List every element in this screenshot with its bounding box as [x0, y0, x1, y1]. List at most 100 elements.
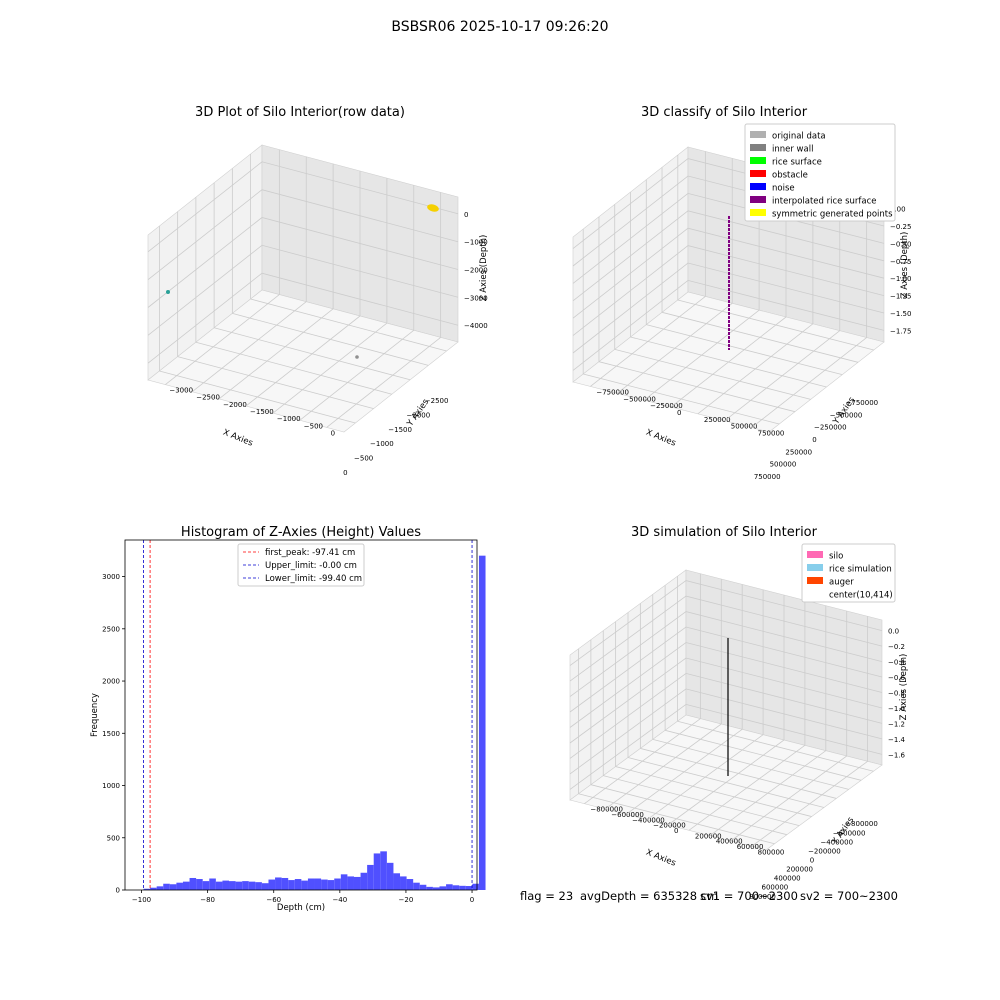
- hist-bar-45: [439, 886, 447, 890]
- hist-bar-33: [360, 872, 368, 890]
- hist-bar-6: [182, 881, 190, 890]
- y-tick-label-4: 250000: [704, 416, 731, 424]
- grid-z-0: [572, 279, 885, 371]
- hist-bar-43: [426, 886, 433, 890]
- x-tick-label-3: −1000: [370, 440, 394, 448]
- hist-bar-50: [472, 883, 479, 890]
- x-tick-label-5: 500000: [770, 461, 797, 469]
- hist-bar-2: [156, 886, 164, 890]
- grid-y-floor-4: [697, 323, 814, 415]
- grid-z-2: [147, 217, 459, 308]
- grid-z-4: [147, 161, 459, 253]
- x-tick-label-1: −500000: [830, 411, 863, 419]
- grid-y-floor-0: [165, 294, 280, 385]
- legend-label-2: auger: [829, 578, 854, 588]
- grid-y-floor-5: [299, 329, 415, 421]
- hist-x-tick-label-1: −80: [200, 896, 215, 904]
- z-tick-label-0: −1.75: [890, 327, 911, 335]
- y-tick-label-1: −600000: [611, 811, 644, 819]
- hist-y-tick-label-4: 2000: [102, 678, 120, 686]
- hist-bar-34: [367, 864, 374, 890]
- z-axis-label: Z Axies (Depth): [900, 232, 910, 299]
- hist-bar-18: [261, 883, 269, 890]
- hist-bar-29: [334, 878, 341, 890]
- footer-sv1: sv1 = 700~2300: [700, 889, 798, 903]
- z-tick-label-3: −1000: [464, 239, 488, 247]
- hist-bar-9: [202, 881, 210, 890]
- hist-bar-20: [275, 877, 282, 890]
- hist-bar-16: [248, 881, 256, 890]
- hist-bar-51: [478, 555, 486, 890]
- x-axis-label: X Axies: [644, 428, 677, 449]
- hist-bar-21: [281, 877, 289, 890]
- hist-bar-40: [406, 879, 414, 890]
- footer-sv2: sv2 = 700~2300: [800, 889, 898, 903]
- z-tick-label-1: −1.50: [890, 310, 911, 318]
- grid-y-floor-1: [191, 301, 307, 393]
- legend-label-4: noise: [772, 184, 795, 194]
- grid-z-0: [569, 703, 883, 790]
- hist-legend-frame: [237, 543, 365, 587]
- z-tick-label-7: 0.00: [890, 206, 906, 214]
- hist-bar-38: [393, 873, 401, 890]
- z-axis-label: Z Axies (Depth): [479, 235, 489, 302]
- grid-z-6: [569, 611, 883, 697]
- hist-y-tick-label-3: 1500: [102, 730, 120, 738]
- legend-label-6: symmetric generated points: [772, 210, 893, 220]
- y-tick-label-6: 400000: [716, 838, 743, 846]
- x-tick-label-0: −2500: [425, 397, 449, 405]
- hist-x-tick-label-2: −60: [266, 896, 281, 904]
- grid-y-floor-8: [751, 761, 868, 847]
- legend-swatch-1: [750, 144, 766, 151]
- hist-y-tick-label-2: 1000: [102, 782, 120, 790]
- x-axis-label: X Axies: [221, 428, 254, 449]
- x-tick-label-7: 600000: [762, 884, 789, 892]
- grid-y-floor-5: [724, 330, 841, 422]
- raw-point-gray: [355, 355, 359, 359]
- y-tick-label-1: −2500: [196, 394, 220, 402]
- legend-swatch-1: [807, 564, 823, 571]
- hist-bar-25: [307, 878, 315, 890]
- hist-bar-49: [465, 886, 473, 890]
- x-tick-label-5: 200000: [786, 866, 813, 874]
- legend-label-1: rice simulation: [829, 565, 892, 575]
- hist-bar-5: [176, 882, 183, 890]
- hist-bar-31: [347, 876, 354, 890]
- y-tick-label-1: −500000: [623, 395, 656, 403]
- hist-bar-41: [413, 882, 420, 890]
- x-tick-label-3: −200000: [808, 847, 841, 855]
- legend-swatch-0: [750, 131, 766, 138]
- grid-z-3: [572, 227, 885, 319]
- grid-y-floor-3: [646, 734, 764, 820]
- grid-z-3: [569, 657, 883, 744]
- y-tick-label-2: −400000: [632, 816, 665, 824]
- hist-y-tick-label-1: 500: [107, 834, 120, 842]
- z-axis-label: Z Axies (Depth): [899, 654, 909, 721]
- y-tick-label-6: 750000: [758, 430, 785, 438]
- grid-z-7: [569, 595, 883, 682]
- legend-swatch-3: [750, 170, 766, 177]
- hist-bar-12: [222, 880, 230, 890]
- x-axis-label: X Axies: [644, 848, 677, 869]
- hist-bar-24: [301, 880, 308, 890]
- x-tick-label-4: −500: [354, 455, 373, 463]
- grid-y-floor-5: [688, 745, 806, 831]
- hist-bar-36: [380, 851, 387, 890]
- y-tick-label-2: −250000: [650, 402, 683, 410]
- grid-z-4: [569, 642, 883, 728]
- legend-label-1: inner wall: [772, 145, 813, 155]
- legend-swatch-2: [750, 157, 766, 164]
- hist-x-tick-label-0: −100: [132, 896, 151, 904]
- footer-flag: flag = 23: [520, 889, 573, 903]
- legend-frame: [744, 123, 896, 222]
- grid-y-floor-4: [667, 739, 785, 826]
- legend-label-3: obstacle: [772, 171, 808, 181]
- y-tick-label-5: 200000: [695, 832, 722, 840]
- grid-y-floor-6: [709, 750, 827, 836]
- panel-histogram: −100 −80 −60 −40 −20 0 0 500 1000 1500 2000 2500 300…: [90, 525, 486, 913]
- grid-y-floor-2: [218, 308, 334, 400]
- x-tick-label-5: 0: [343, 469, 347, 477]
- legend-label-3: center(10,414): [829, 591, 893, 601]
- x-tick-label-8: 800000: [749, 893, 776, 901]
